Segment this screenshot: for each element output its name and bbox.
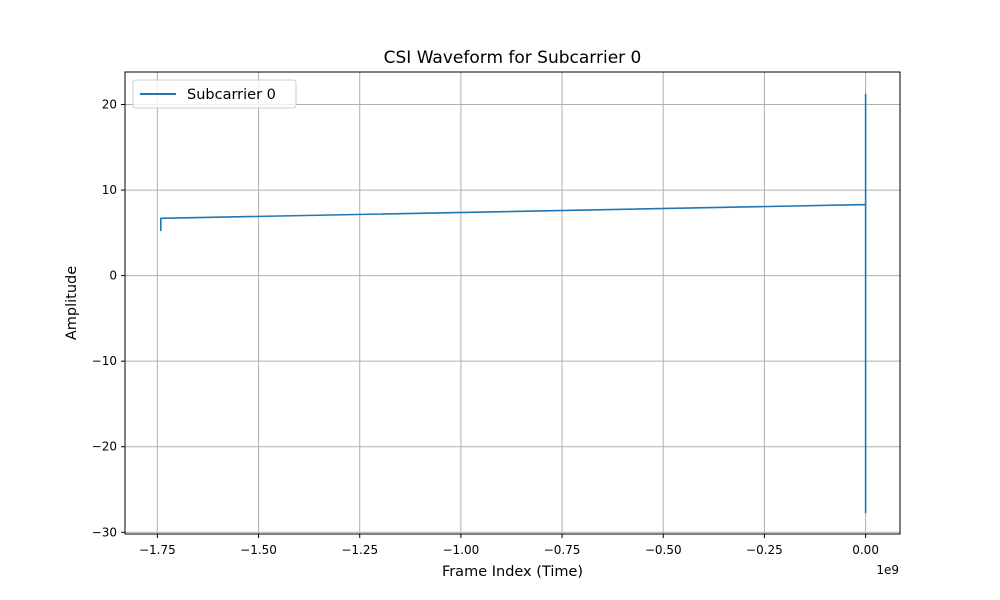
y-tick-label: 20 <box>102 98 117 112</box>
x-tick-label: −0.25 <box>746 543 783 557</box>
axis-ticks: −1.75 −1.50 −1.25 −1.00 −0.75 −0.50 −0.25 0.00 −… <box>92 98 879 557</box>
chart-title: CSI Waveform for Subcarrier 0 <box>384 48 642 68</box>
x-axis-title: Frame Index (Time) <box>442 564 583 580</box>
x-tick-label: −1.75 <box>139 543 176 557</box>
x-tick-label: −0.50 <box>645 543 682 557</box>
series-line-0 <box>160 93 867 514</box>
legend: Subcarrier 0 <box>132 79 297 109</box>
x-tick-label: 0.00 <box>852 543 879 557</box>
y-tick-label: −30 <box>92 525 117 539</box>
y-tick-label: −20 <box>92 440 117 454</box>
y-tick-label: 0 <box>109 269 117 283</box>
y-tick-label: 10 <box>102 183 117 197</box>
axes-frame <box>124 71 901 535</box>
x-tick-label: −1.50 <box>240 543 277 557</box>
x-tick-label: −1.00 <box>443 543 480 557</box>
legend-label-subcarrier-0: Subcarrier 0 <box>187 87 276 103</box>
plot-series <box>160 93 867 514</box>
legend-box <box>132 79 297 109</box>
y-tick-label: −10 <box>92 354 117 368</box>
x-tick-label: −1.25 <box>341 543 378 557</box>
y-axis-title: Amplitude <box>64 266 80 340</box>
x-axis-offset-label: 1e9 <box>876 563 899 577</box>
x-tick-label: −0.75 <box>544 543 581 557</box>
